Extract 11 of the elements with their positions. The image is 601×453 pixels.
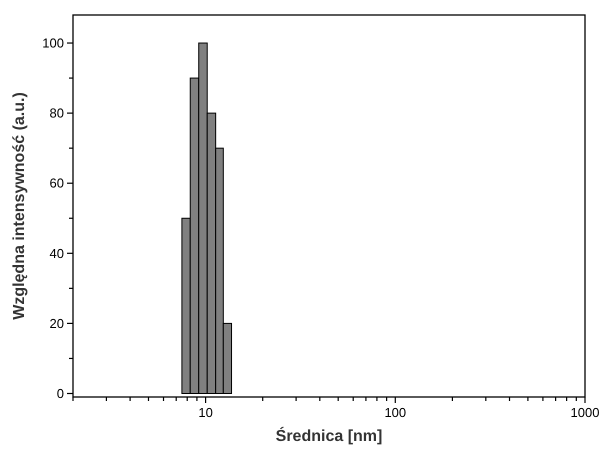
y-tick-label: 0: [56, 386, 64, 401]
y-tick-label: 100: [42, 36, 64, 51]
y-axis-title: Względna intensywność (a.u.): [11, 92, 28, 320]
x-tick-label: 10: [198, 405, 213, 420]
x-tick-label: 100: [384, 405, 406, 420]
x-tick-label: 1000: [570, 405, 600, 420]
y-tick-label: 60: [50, 176, 64, 191]
x-axis-title: Średnica [nm]: [276, 426, 382, 445]
y-tick-label: 20: [50, 316, 64, 331]
y-tick-label: 80: [50, 106, 64, 121]
y-tick-label: 40: [50, 246, 64, 261]
